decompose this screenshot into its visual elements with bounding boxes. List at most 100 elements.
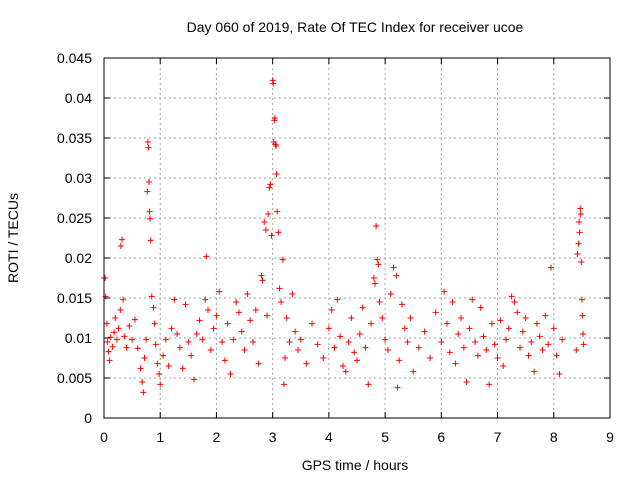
data-point — [144, 139, 151, 145]
data-point — [577, 211, 584, 217]
data-point — [401, 325, 408, 332]
data-point — [314, 341, 321, 348]
data-point — [525, 352, 532, 359]
data-point — [559, 336, 566, 343]
data-point — [258, 272, 265, 279]
y-tick-label: 0.035 — [57, 130, 92, 146]
data-point — [139, 379, 146, 385]
data-point — [491, 341, 498, 348]
data-point — [157, 381, 164, 388]
data-point — [542, 312, 549, 319]
data-point — [147, 215, 154, 222]
data-point — [273, 171, 280, 177]
data-point — [574, 251, 581, 257]
data-point — [466, 325, 473, 332]
y-tick-label: 0.03 — [65, 170, 92, 186]
data-point — [275, 229, 282, 236]
y-axis-label: ROTI / TECUs — [5, 193, 21, 283]
x-tick-label: 7 — [494, 429, 502, 445]
data-point — [156, 371, 163, 377]
y-tick-labels: 0 0.005 0.01 0.015 0.02 0.025 0.03 0.035 0.04 0.0… — [57, 50, 92, 426]
x-tick-label: 5 — [381, 429, 389, 445]
data-point — [359, 304, 366, 311]
y-tick-label: 0.005 — [57, 370, 92, 386]
data-point — [497, 317, 504, 324]
data-point — [147, 237, 154, 244]
data-point — [259, 277, 266, 284]
data-point — [274, 208, 281, 215]
axes — [103, 57, 611, 419]
data-point — [303, 360, 310, 367]
data-point — [331, 344, 338, 351]
data-point — [280, 381, 287, 388]
data-point — [238, 328, 245, 335]
data-point — [580, 341, 587, 348]
data-point — [320, 355, 327, 361]
data-point — [387, 291, 394, 297]
grid — [104, 58, 610, 418]
data-point — [202, 296, 209, 303]
data-point — [182, 301, 189, 308]
data-point — [143, 336, 150, 343]
x-tick-labels: 0 1 2 3 4 5 6 7 8 9 — [100, 429, 614, 445]
data-point — [533, 320, 540, 327]
data-point — [264, 312, 271, 319]
data-point — [337, 333, 344, 340]
data-point — [233, 299, 240, 305]
data-point — [224, 320, 231, 327]
data-point — [126, 323, 133, 329]
data-point — [266, 184, 273, 191]
data-point — [273, 143, 280, 149]
data-point — [374, 256, 381, 263]
x-axis-label: GPS time / hours — [302, 457, 409, 473]
data-point — [398, 301, 405, 308]
data-point — [134, 345, 141, 352]
data-point — [145, 179, 152, 185]
data-point — [117, 243, 124, 249]
data-point — [289, 291, 296, 297]
data-point — [446, 349, 453, 356]
data-point — [452, 360, 459, 367]
data-point — [297, 336, 304, 343]
data-point — [580, 331, 587, 337]
x-tick-label: 9 — [606, 429, 614, 445]
data-point — [441, 288, 448, 295]
data-point — [123, 344, 130, 351]
data-point — [162, 336, 169, 343]
data-point — [556, 371, 563, 377]
data-point — [168, 325, 175, 332]
data-point — [261, 219, 268, 225]
data-point — [449, 299, 456, 305]
data-point — [553, 352, 560, 359]
data-point — [536, 333, 543, 340]
data-point — [573, 347, 580, 353]
data-point — [140, 389, 147, 396]
data-point — [576, 229, 583, 236]
data-point — [255, 360, 262, 367]
data-point — [396, 357, 403, 364]
data-point — [519, 328, 526, 335]
data-point — [443, 320, 450, 327]
data-point — [477, 304, 484, 311]
data-point — [276, 285, 283, 292]
data-point — [117, 307, 124, 313]
data-point — [146, 208, 153, 215]
data-point — [286, 339, 293, 345]
data-point — [375, 261, 382, 268]
data-point — [354, 357, 360, 364]
data-point — [252, 307, 259, 313]
data-point — [190, 376, 197, 383]
data-point — [376, 299, 383, 305]
data-point — [508, 293, 515, 300]
data-point — [382, 336, 389, 343]
data-point — [179, 365, 186, 372]
data-point — [196, 317, 203, 324]
data-point — [150, 304, 157, 311]
data-point — [394, 384, 401, 391]
data-point — [511, 299, 518, 305]
data-point — [270, 80, 277, 87]
data-point — [472, 339, 479, 345]
data-point — [410, 368, 417, 375]
data-point — [514, 309, 521, 316]
y-tick-label: 0.04 — [65, 90, 92, 106]
